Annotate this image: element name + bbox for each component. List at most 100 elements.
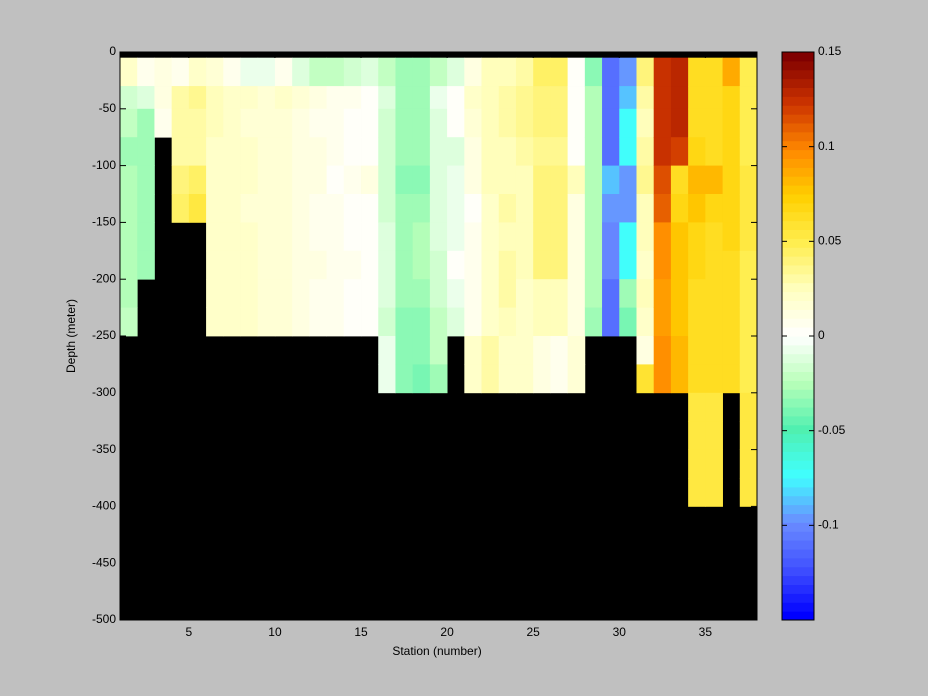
heatmap-cell <box>481 250 500 280</box>
colorbar-swatch <box>782 87 814 97</box>
heatmap-cell <box>343 222 362 252</box>
heatmap-cell <box>533 307 551 337</box>
heatmap-cell <box>705 137 723 166</box>
heatmap-cell <box>739 307 758 337</box>
heatmap-cell <box>688 421 706 450</box>
heatmap-cell <box>653 250 672 280</box>
heatmap-cell <box>653 86 672 110</box>
x-tick-label: 30 <box>613 625 627 639</box>
heatmap-cell <box>361 165 379 195</box>
heatmap-cell <box>515 86 534 110</box>
heatmap-cell <box>395 194 414 223</box>
x-tick-label: 5 <box>186 625 193 639</box>
heatmap-cell <box>395 279 414 308</box>
heatmap-cell <box>429 279 448 308</box>
heatmap-cell <box>188 86 207 110</box>
heatmap-cell <box>705 165 723 195</box>
heatmap-cell <box>429 194 448 223</box>
heatmap-cell <box>240 165 259 195</box>
heatmap-cell <box>309 165 327 195</box>
heatmap-cell <box>464 364 482 394</box>
heatmap-cell <box>154 57 173 87</box>
heatmap-cell <box>464 165 482 195</box>
heatmap-cell <box>688 478 706 507</box>
heatmap-cell <box>464 307 482 337</box>
heatmap-cell <box>533 279 551 308</box>
heatmap-cell <box>361 57 379 87</box>
heatmap-cell <box>309 194 327 223</box>
heatmap-cell <box>722 137 741 166</box>
colorbar-swatch <box>782 194 814 204</box>
heatmap-cell <box>602 165 620 195</box>
heatmap-cell <box>481 86 500 110</box>
heatmap-cell <box>395 336 414 365</box>
heatmap-cell <box>498 86 517 110</box>
heatmap-cell <box>567 137 586 166</box>
heatmap-cell <box>292 57 310 87</box>
heatmap-cell <box>705 364 723 394</box>
heatmap-cell <box>584 194 603 223</box>
heatmap-cell <box>705 392 723 422</box>
colorbar-swatch <box>782 557 814 568</box>
heatmap-cell <box>412 194 431 223</box>
colorbar-swatch <box>782 549 814 559</box>
heatmap-cell <box>171 194 190 223</box>
heatmap-cell <box>636 336 655 365</box>
heatmap-cell <box>137 165 155 195</box>
heatmap-cell <box>705 307 723 337</box>
heatmap-cell <box>688 222 706 252</box>
colorbar-tick-label: 0 <box>818 328 825 342</box>
heatmap-cell <box>602 108 620 138</box>
heatmap-cell <box>567 279 586 308</box>
heatmap-cell <box>154 86 173 110</box>
heatmap-cells <box>120 57 758 507</box>
heatmap-cell <box>584 57 603 87</box>
colorbar-swatch <box>782 176 814 186</box>
heatmap-cell <box>343 307 362 337</box>
heatmap-cell <box>257 279 276 308</box>
heatmap-cell <box>464 108 482 138</box>
heatmap-cell <box>447 86 465 110</box>
heatmap-cell <box>378 222 396 252</box>
heatmap-cell <box>378 336 396 365</box>
heatmap-cell <box>137 137 155 166</box>
heatmap-cell <box>722 364 741 394</box>
heatmap-cell <box>653 165 672 195</box>
heatmap-cell <box>705 222 723 252</box>
heatmap-cell <box>120 222 138 252</box>
heatmap-cell <box>120 250 138 280</box>
heatmap-cell <box>326 194 345 223</box>
heatmap-cell <box>739 478 758 507</box>
heatmap-cell <box>274 86 293 110</box>
heatmap-cell <box>223 86 241 110</box>
colorbar-swatch <box>782 327 814 337</box>
x-tick-label: 15 <box>354 625 368 639</box>
heatmap-cell <box>602 279 620 308</box>
heatmap-cell <box>533 108 551 138</box>
colorbar-tick-label: 0.15 <box>818 44 842 58</box>
colorbar-swatch <box>782 158 814 168</box>
heatmap-cell <box>137 57 155 87</box>
colorbar-swatch <box>782 566 814 577</box>
colorbar-swatch <box>782 451 814 461</box>
heatmap-cell <box>636 194 655 223</box>
colorbar-swatch <box>782 371 814 381</box>
heatmap-cell <box>412 279 431 308</box>
colorbar-swatch <box>782 149 814 159</box>
heatmap-cell <box>206 86 224 110</box>
heatmap-cell <box>429 86 448 110</box>
heatmap-cell <box>343 137 362 166</box>
heatmap-cell <box>602 86 620 110</box>
heatmap-cell <box>361 279 379 308</box>
heatmap-cell <box>533 222 551 252</box>
colorbar-swatch <box>782 442 814 452</box>
heatmap-cell <box>584 86 603 110</box>
heatmap-cell <box>395 165 414 195</box>
heatmap-cell <box>722 222 741 252</box>
heatmap-cell <box>670 222 689 252</box>
x-tick-label: 20 <box>440 625 454 639</box>
heatmap-cell <box>378 194 396 223</box>
heatmap-cell <box>533 86 551 110</box>
colorbar-swatch <box>782 486 814 497</box>
y-axis-label: Depth (meter) <box>64 299 78 373</box>
